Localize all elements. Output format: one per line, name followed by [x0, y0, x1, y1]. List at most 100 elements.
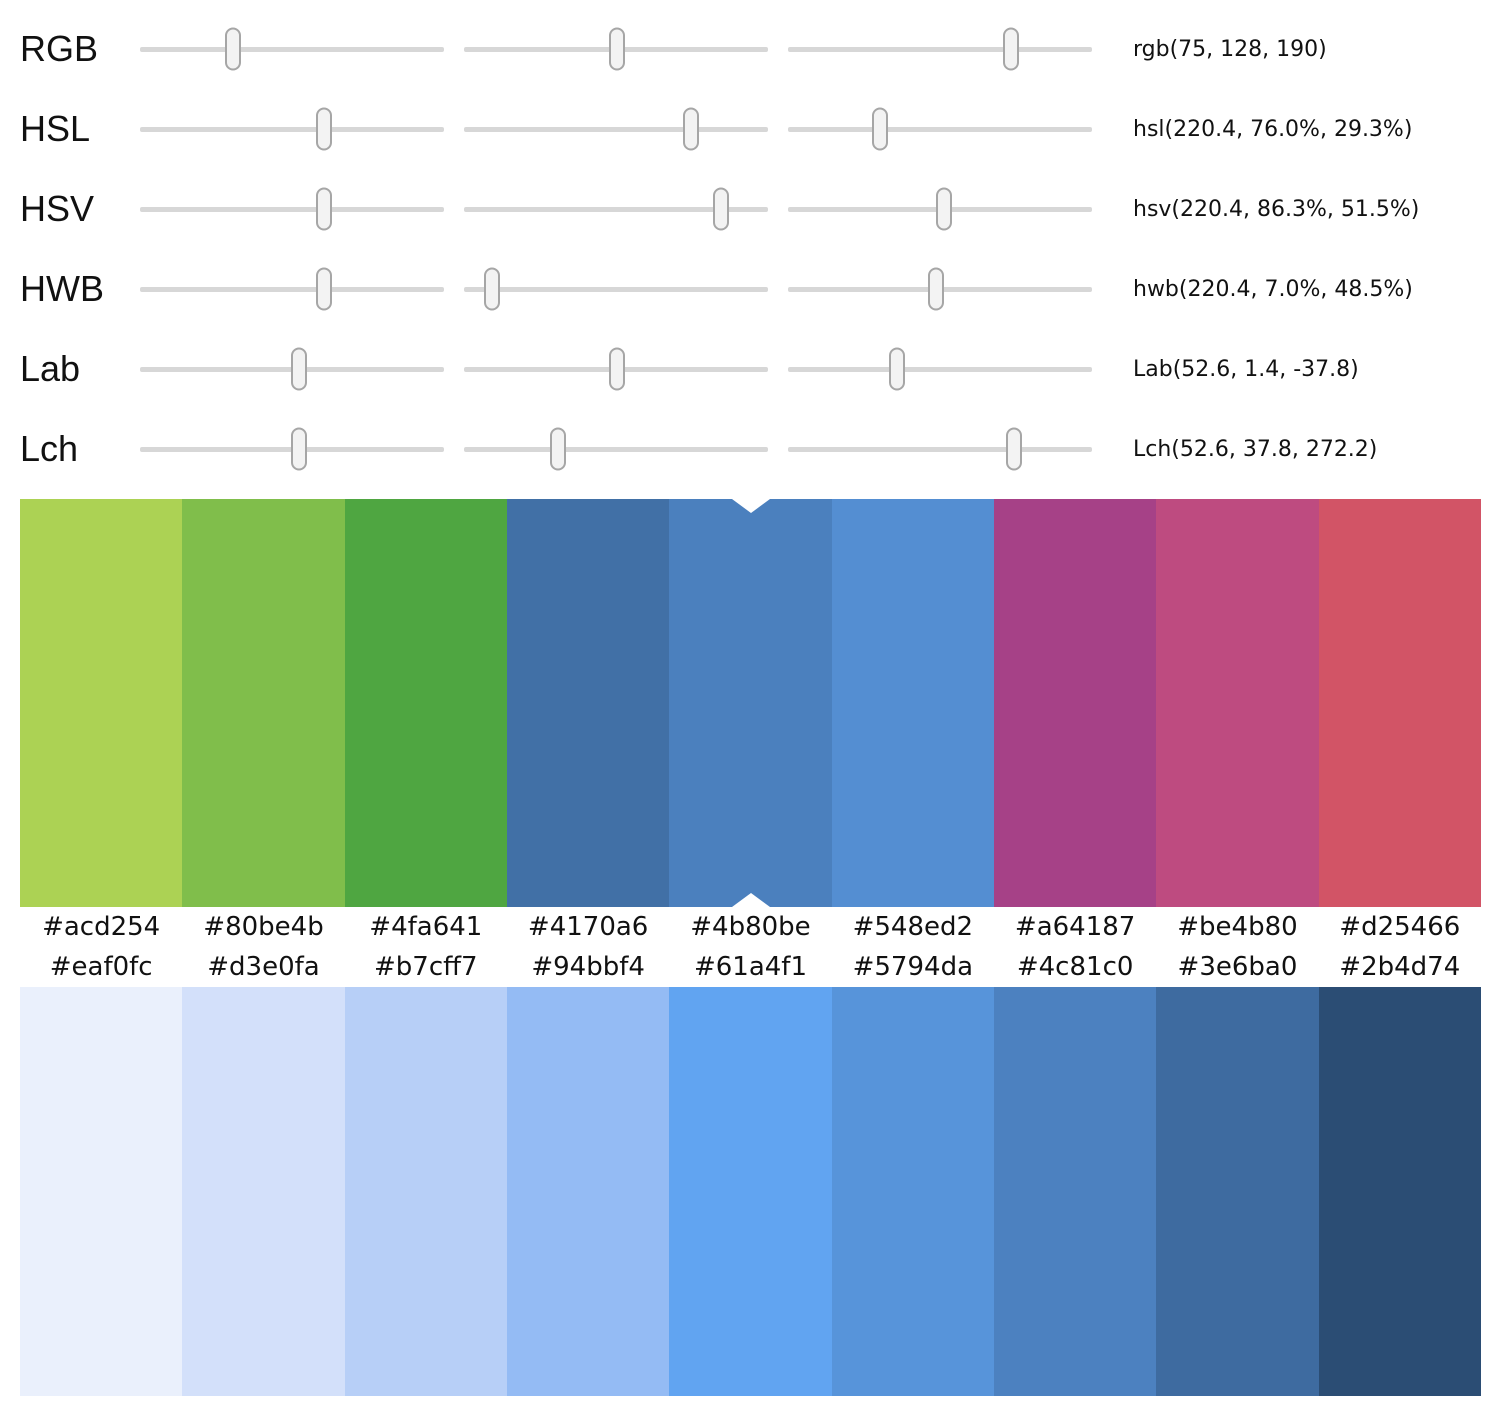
lab-slider-b[interactable]	[788, 346, 1092, 392]
palette-bottom-swatch-2[interactable]	[182, 987, 345, 1396]
slider-row-rgb: RGB rgb(75, 128, 190)	[20, 9, 1501, 89]
rgb-slider-red[interactable]	[140, 26, 444, 72]
slider-handle[interactable]	[1006, 427, 1023, 471]
palette-top-swatch-8[interactable]	[1156, 499, 1319, 907]
palette-top-swatch-7[interactable]	[993, 499, 1157, 907]
hwb-slider-hue[interactable]	[140, 266, 444, 312]
slider-handle[interactable]	[936, 187, 953, 231]
rgb-slider-green[interactable]	[464, 26, 768, 72]
slider-handle[interactable]	[872, 107, 889, 151]
palette-top-hex-label-7: #a64187	[1014, 912, 1136, 942]
slider-track	[788, 446, 1092, 452]
slider-handle[interactable]	[291, 427, 308, 471]
palette-bottom-hex-labels: #eaf0fc #d3e0fa #b7cff7 #94bbf4 #61a4f1 #5794…	[20, 947, 1481, 987]
lch-value-text: Lch(52.6, 37.8, 272.2)	[1133, 436, 1378, 462]
palette-top-hex-label-3: #4fa641	[369, 912, 483, 942]
palette-bottom-hex-label-5: #61a4f1	[693, 952, 807, 982]
palette-top-hex-labels: #acd254 #80be4b #4fa641 #4170a6 #4b80be #548e…	[20, 907, 1481, 947]
palette-top-hex-label-8: #be4b80	[1177, 912, 1298, 942]
slider-handle[interactable]	[316, 107, 333, 151]
hsl-slider-hue[interactable]	[140, 106, 444, 152]
slider-row-lab: Lab Lab(52.6, 1.4, -37.8)	[20, 329, 1501, 409]
palette-bottom-swatch-1[interactable]	[20, 987, 183, 1396]
slider-track	[788, 126, 1092, 132]
slider-handle[interactable]	[291, 347, 308, 391]
lch-slider-chroma[interactable]	[464, 426, 768, 472]
hsv-slider-hue[interactable]	[140, 186, 444, 232]
hsv-slider-saturation[interactable]	[464, 186, 768, 232]
slider-row-label-hwb: HWB	[20, 268, 104, 309]
lab-slider-a[interactable]	[464, 346, 768, 392]
hsv-value-text: hsv(220.4, 86.3%, 51.5%)	[1133, 196, 1420, 222]
palette-bottom-strip	[20, 987, 1481, 1396]
slider-row-label-lch: Lch	[20, 428, 79, 469]
lab-slider-l[interactable]	[140, 346, 444, 392]
palette-top-swatch-4[interactable]	[506, 499, 670, 907]
selection-notch-bottom	[731, 893, 770, 907]
hsl-slider-lightness[interactable]	[788, 106, 1092, 152]
hsv-slider-value[interactable]	[788, 186, 1092, 232]
slider-panel: RGB rgb(75, 128, 190) HSL	[0, 0, 1501, 489]
selection-notch-top	[731, 499, 770, 513]
palette-top-swatch-2[interactable]	[182, 499, 345, 907]
palette-bottom-hex-label-8: #3e6ba0	[1177, 952, 1298, 982]
palette-bottom-hex-label-4: #94bbf4	[531, 952, 645, 982]
palette-bottom-swatch-4[interactable]	[506, 987, 670, 1396]
slider-row-lch: Lch Lch(52.6, 37.8, 272.2)	[20, 409, 1501, 489]
slider-track	[140, 206, 444, 212]
palette-bottom-hex-label-3: #b7cff7	[374, 952, 478, 982]
slider-track	[464, 206, 768, 212]
slider-track	[140, 286, 444, 292]
slider-handle[interactable]	[608, 27, 625, 71]
palette-bottom-swatch-7[interactable]	[993, 987, 1157, 1396]
slider-handle[interactable]	[1002, 27, 1019, 71]
slider-track	[464, 446, 768, 452]
hwb-slider-blackness[interactable]	[788, 266, 1092, 312]
palette-top-swatch-1[interactable]	[20, 499, 183, 907]
slider-row-hwb: HWB hwb(220.4, 7.0%, 48.5%)	[20, 249, 1501, 329]
rgb-value-text: rgb(75, 128, 190)	[1133, 36, 1327, 62]
slider-handle[interactable]	[682, 107, 699, 151]
slider-track	[788, 46, 1092, 52]
slider-row-label-lab: Lab	[20, 348, 81, 389]
palette-bottom-swatch-6[interactable]	[831, 987, 994, 1396]
palette-top-hex-label-2: #80be4b	[203, 912, 324, 942]
slider-handle[interactable]	[712, 187, 729, 231]
palette-top-swatch-6[interactable]	[831, 499, 994, 907]
lab-value-text: Lab(52.6, 1.4, -37.8)	[1133, 356, 1359, 382]
palette-bottom-hex-label-6: #5794da	[852, 952, 973, 982]
slider-handle[interactable]	[224, 27, 241, 71]
slider-handle[interactable]	[889, 347, 906, 391]
slider-track	[140, 46, 444, 52]
slider-row-hsl: HSL hsl(220.4, 76.0%, 29.3%)	[20, 89, 1501, 169]
palette-bottom-hex-label-9: #2b4d74	[1339, 952, 1461, 982]
palette-bottom-hex-label-1: #eaf0fc	[49, 952, 153, 982]
hsl-slider-saturation[interactable]	[464, 106, 768, 152]
palette-bottom-swatch-9[interactable]	[1318, 987, 1481, 1396]
slider-track	[464, 286, 768, 292]
slider-row-label-rgb: RGB	[20, 28, 99, 69]
hwb-slider-whiteness[interactable]	[464, 266, 768, 312]
hsl-value-text: hsl(220.4, 76.0%, 29.3%)	[1133, 116, 1413, 142]
slider-handle[interactable]	[550, 427, 567, 471]
rgb-slider-blue[interactable]	[788, 26, 1092, 72]
palette-top-swatch-3[interactable]	[344, 499, 507, 907]
palette-top-hex-label-6: #548ed2	[852, 912, 974, 942]
slider-track	[788, 366, 1092, 372]
lch-slider-hue[interactable]	[788, 426, 1092, 472]
palette-bottom-hex-label-7: #4c81c0	[1016, 952, 1134, 982]
slider-row-label-hsv: HSV	[20, 188, 95, 229]
slider-handle[interactable]	[316, 187, 333, 231]
slider-handle[interactable]	[316, 267, 333, 311]
slider-track	[140, 126, 444, 132]
slider-handle[interactable]	[927, 267, 944, 311]
palette-bottom-swatch-3[interactable]	[344, 987, 507, 1396]
palette-bottom-swatch-8[interactable]	[1156, 987, 1319, 1396]
palette-top-swatch-5[interactable]	[669, 499, 832, 907]
palette-top-swatch-9[interactable]	[1318, 499, 1481, 907]
palette-bottom-swatch-5[interactable]	[669, 987, 832, 1396]
lch-slider-l[interactable]	[140, 426, 444, 472]
slider-handle[interactable]	[609, 347, 626, 391]
slider-handle[interactable]	[484, 267, 501, 311]
